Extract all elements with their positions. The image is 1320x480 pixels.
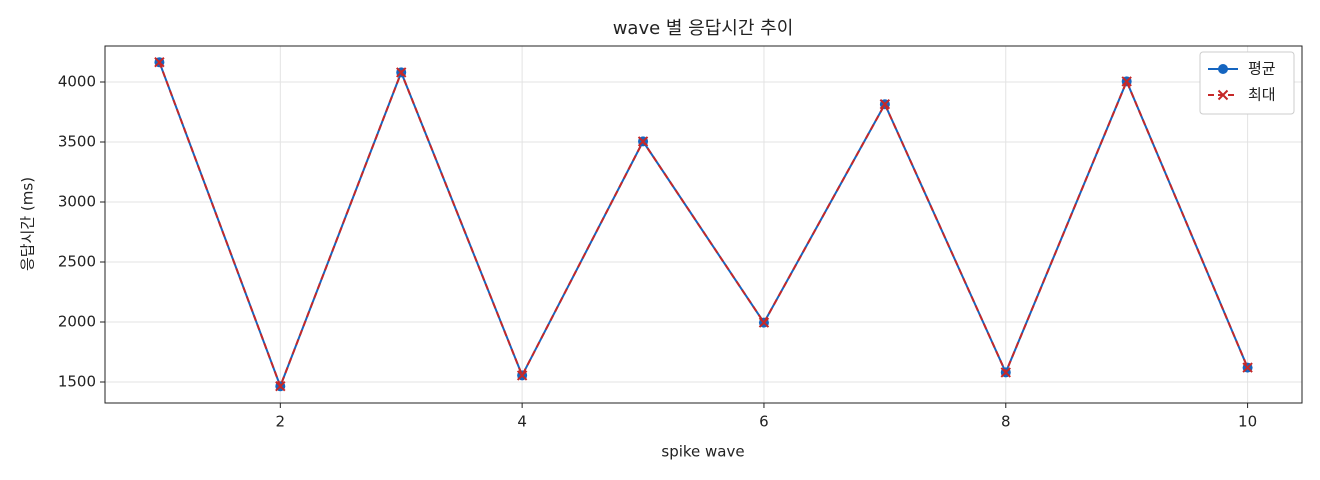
data-point xyxy=(879,98,891,110)
data-point xyxy=(516,370,528,381)
legend-marker xyxy=(1217,89,1229,101)
series-line xyxy=(158,61,1249,390)
y-tick-label: 3500 xyxy=(58,133,96,151)
data-point xyxy=(275,380,286,392)
data-point xyxy=(1121,76,1132,87)
y-tick-label: 2000 xyxy=(58,313,96,331)
data-point xyxy=(637,136,649,147)
data-point xyxy=(396,67,407,78)
legend-label: 평균 xyxy=(1248,60,1276,78)
plot-frame xyxy=(104,45,1303,404)
series-line xyxy=(158,61,1249,390)
data-point xyxy=(758,317,770,328)
x-tick-label: 4 xyxy=(517,413,527,431)
x-tick-label: 8 xyxy=(1001,413,1011,431)
legend-marker xyxy=(1218,64,1228,74)
y-tick-label: 1500 xyxy=(58,373,96,391)
data-point xyxy=(1000,367,1011,378)
y-tick-label: 3000 xyxy=(58,193,96,211)
x-axis-label: spike wave xyxy=(661,443,744,461)
y-tick-label: 2500 xyxy=(58,253,96,271)
y-axis-label: 응답시간 (ms) xyxy=(19,177,37,271)
x-tick-label: 2 xyxy=(276,413,286,431)
x-tick-label: 6 xyxy=(759,413,769,431)
legend-label: 최대 xyxy=(1248,86,1276,104)
x-tick-label: 10 xyxy=(1238,413,1257,431)
data-point xyxy=(1242,362,1253,373)
data-point xyxy=(154,56,165,68)
y-tick-label: 4000 xyxy=(58,73,96,91)
chart-title: wave 별 응답시간 추이 xyxy=(613,18,794,39)
legend-box xyxy=(1199,51,1295,115)
